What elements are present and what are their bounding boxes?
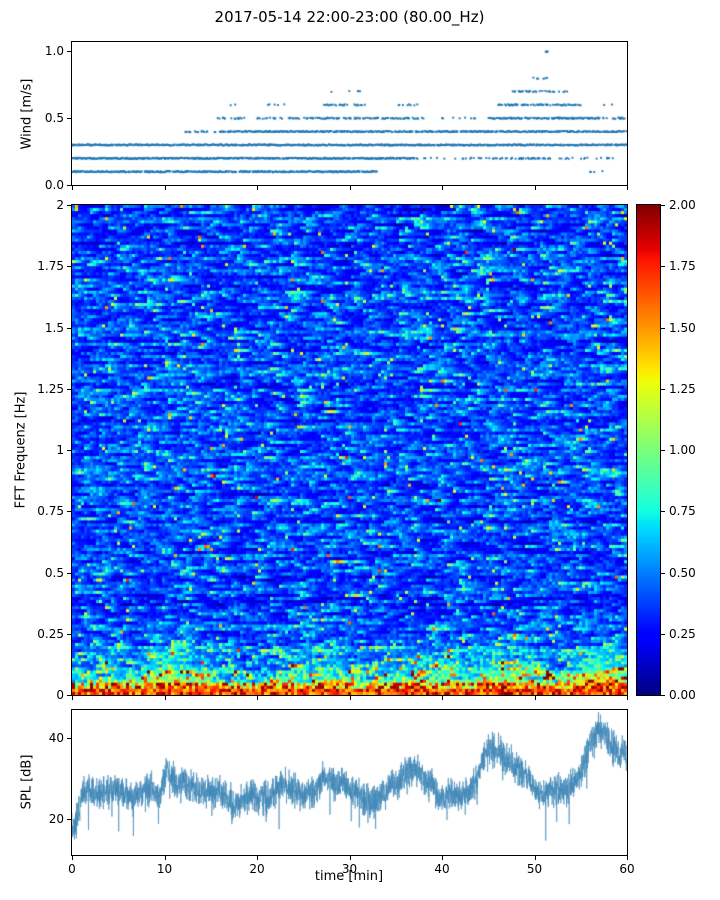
spl-ytick-mark	[67, 738, 71, 739]
wind-xtick-mark	[72, 186, 73, 190]
wind-xtick-mark	[257, 186, 258, 190]
colorbar-tick-label: 0.00	[669, 688, 696, 702]
wind-ytick-label: 0.0	[44, 178, 64, 192]
spectrogram-ytick-label: 1.5	[44, 320, 64, 335]
spectrogram-ytick-label: 1	[56, 443, 64, 457]
x-axis-label: time [min]	[314, 869, 384, 884]
spl-xtick-mark	[627, 856, 628, 860]
colorbar-tick-mark	[661, 511, 665, 512]
spectrogram-ytick-label: 0.5	[44, 565, 64, 580]
spl-ytick-label: 40	[48, 731, 64, 746]
spl-line-plot	[71, 709, 628, 856]
spectrogram-xtick-mark	[350, 696, 351, 700]
spl-ytick-label: 20	[48, 811, 64, 826]
wind-ytick-label: 0.5	[44, 111, 64, 126]
spl-line-canvas	[72, 710, 627, 855]
spectrogram-ytick-label: 0.75	[37, 504, 64, 519]
colorbar-tick-label: 1.00	[669, 443, 696, 457]
spl-ytick-mark	[67, 819, 71, 820]
colorbar-tick-label: 1.25	[669, 381, 696, 396]
spectrogram-ytick-mark	[67, 634, 71, 635]
colorbar-tick-mark	[661, 205, 665, 206]
colorbar	[636, 204, 661, 696]
spl-xtick-mark	[72, 856, 73, 860]
xtick-label: 50	[526, 862, 543, 876]
wind-xtick-mark	[165, 186, 166, 190]
colorbar-tick-mark	[661, 695, 665, 696]
xtick-label: 30	[341, 862, 358, 876]
colorbar-tick-mark	[661, 328, 665, 329]
colorbar-tick-label: 1.50	[669, 320, 696, 335]
spectrogram-xtick-mark	[627, 696, 628, 700]
xtick-label: 20	[249, 862, 265, 876]
colorbar-tick-label: 1.75	[669, 259, 696, 274]
wind-xtick-mark	[627, 186, 628, 190]
spectrogram-ytick-mark	[67, 450, 71, 451]
xtick-label: 60	[619, 862, 635, 876]
wind-xtick-mark	[442, 186, 443, 190]
spectrogram-y-axis-label: FFT Frequenz [Hz]	[13, 391, 29, 509]
spectrogram-ytick-mark	[67, 573, 71, 574]
colorbar-tick-label: 0.25	[669, 626, 696, 641]
xtick-label: 40	[434, 862, 450, 876]
spectrogram-plot	[71, 204, 628, 696]
wind-xtick-mark	[535, 186, 536, 190]
figure-title: 2017-05-14 22:00-23:00 (80.00_Hz)	[214, 8, 485, 26]
spectrogram-ytick-mark	[67, 511, 71, 512]
xtick-label: 0	[68, 862, 76, 876]
colorbar-tick-mark	[661, 389, 665, 390]
spectrogram-xtick-mark	[442, 696, 443, 700]
spl-xtick-mark	[350, 856, 351, 860]
spectrogram-ytick-mark	[67, 695, 71, 696]
spl-xtick-mark	[165, 856, 166, 860]
spl-xtick-mark	[442, 856, 443, 860]
colorbar-tick-label: 2.00	[669, 198, 696, 212]
colorbar-tick-mark	[661, 266, 665, 267]
spectrogram-xtick-mark	[165, 696, 166, 700]
spectrogram-ytick-mark	[67, 205, 71, 206]
spl-y-axis-label: SPL [dB]	[19, 754, 35, 810]
wind-ytick-mark	[67, 118, 71, 119]
xtick-label: 10	[156, 862, 173, 876]
spectrogram-xtick-mark	[72, 696, 73, 700]
colorbar-tick-label: 0.75	[669, 504, 696, 519]
colorbar-canvas	[637, 205, 660, 695]
spectrogram-ytick-label: 0.25	[37, 626, 64, 641]
spl-xtick-mark	[257, 856, 258, 860]
spectrogram-ytick-label: 1.25	[37, 381, 64, 396]
colorbar-tick-mark	[661, 450, 665, 451]
spectrogram-xtick-mark	[535, 696, 536, 700]
colorbar-tick-mark	[661, 573, 665, 574]
wind-y-axis-label: Wind [m/s]	[19, 78, 35, 150]
wind-ytick-mark	[67, 51, 71, 52]
spl-xtick-mark	[535, 856, 536, 860]
wind-ytick-mark	[67, 185, 71, 186]
spectrogram-ytick-label: 2	[56, 198, 64, 212]
spectrogram-ytick-mark	[67, 266, 71, 267]
spectrogram-canvas	[72, 205, 627, 695]
spectrogram-ytick-mark	[67, 328, 71, 329]
spectrogram-ytick-label: 1.75	[37, 259, 64, 274]
spectrogram-xtick-mark	[257, 696, 258, 700]
wind-ytick-label: 1.0	[44, 44, 64, 59]
wind-scatter-plot	[71, 41, 628, 186]
spectrogram-ytick-label: 0	[56, 688, 64, 702]
spectrogram-ytick-mark	[67, 389, 71, 390]
wind-scatter-canvas	[72, 42, 627, 185]
wind-xtick-mark	[350, 186, 351, 190]
colorbar-tick-mark	[661, 634, 665, 635]
colorbar-tick-label: 0.50	[669, 565, 696, 580]
